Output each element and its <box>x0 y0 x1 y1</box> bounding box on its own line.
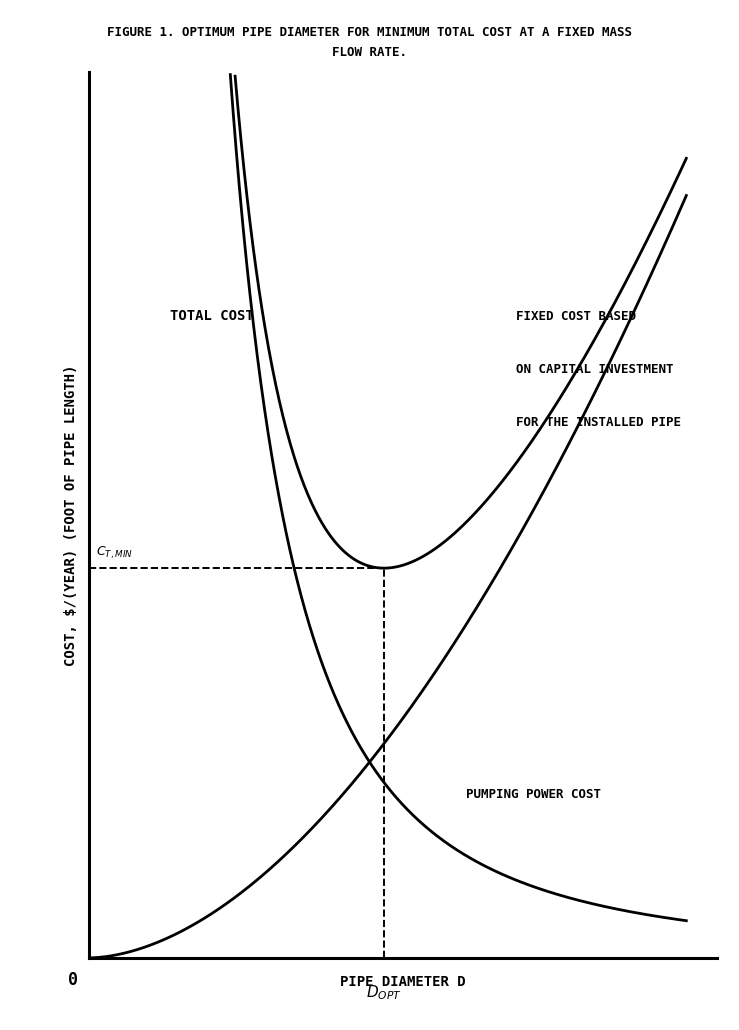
Text: PUMPING POWER COST: PUMPING POWER COST <box>466 788 601 801</box>
Text: 0: 0 <box>68 971 78 989</box>
Text: TOTAL COST: TOTAL COST <box>170 309 254 323</box>
Text: FOR THE INSTALLED PIPE: FOR THE INSTALLED PIPE <box>516 416 681 430</box>
Y-axis label: COST, $/(YEAR) (FOOT OF PIPE LENGTH): COST, $/(YEAR) (FOOT OF PIPE LENGTH) <box>64 365 78 665</box>
Text: FIGURE 1. OPTIMUM PIPE DIAMETER FOR MINIMUM TOTAL COST AT A FIXED MASS: FIGURE 1. OPTIMUM PIPE DIAMETER FOR MINI… <box>107 26 632 39</box>
Text: $D_{OPT}$: $D_{OPT}$ <box>366 983 402 1001</box>
X-axis label: PIPE DIAMETER D: PIPE DIAMETER D <box>340 974 466 989</box>
Text: ON CAPITAL INVESTMENT: ON CAPITAL INVESTMENT <box>516 364 673 376</box>
Text: FIXED COST BASED: FIXED COST BASED <box>516 310 636 323</box>
Text: $C_{T,MIN}$: $C_{T,MIN}$ <box>96 545 133 561</box>
Text: FLOW RATE.: FLOW RATE. <box>332 46 407 60</box>
